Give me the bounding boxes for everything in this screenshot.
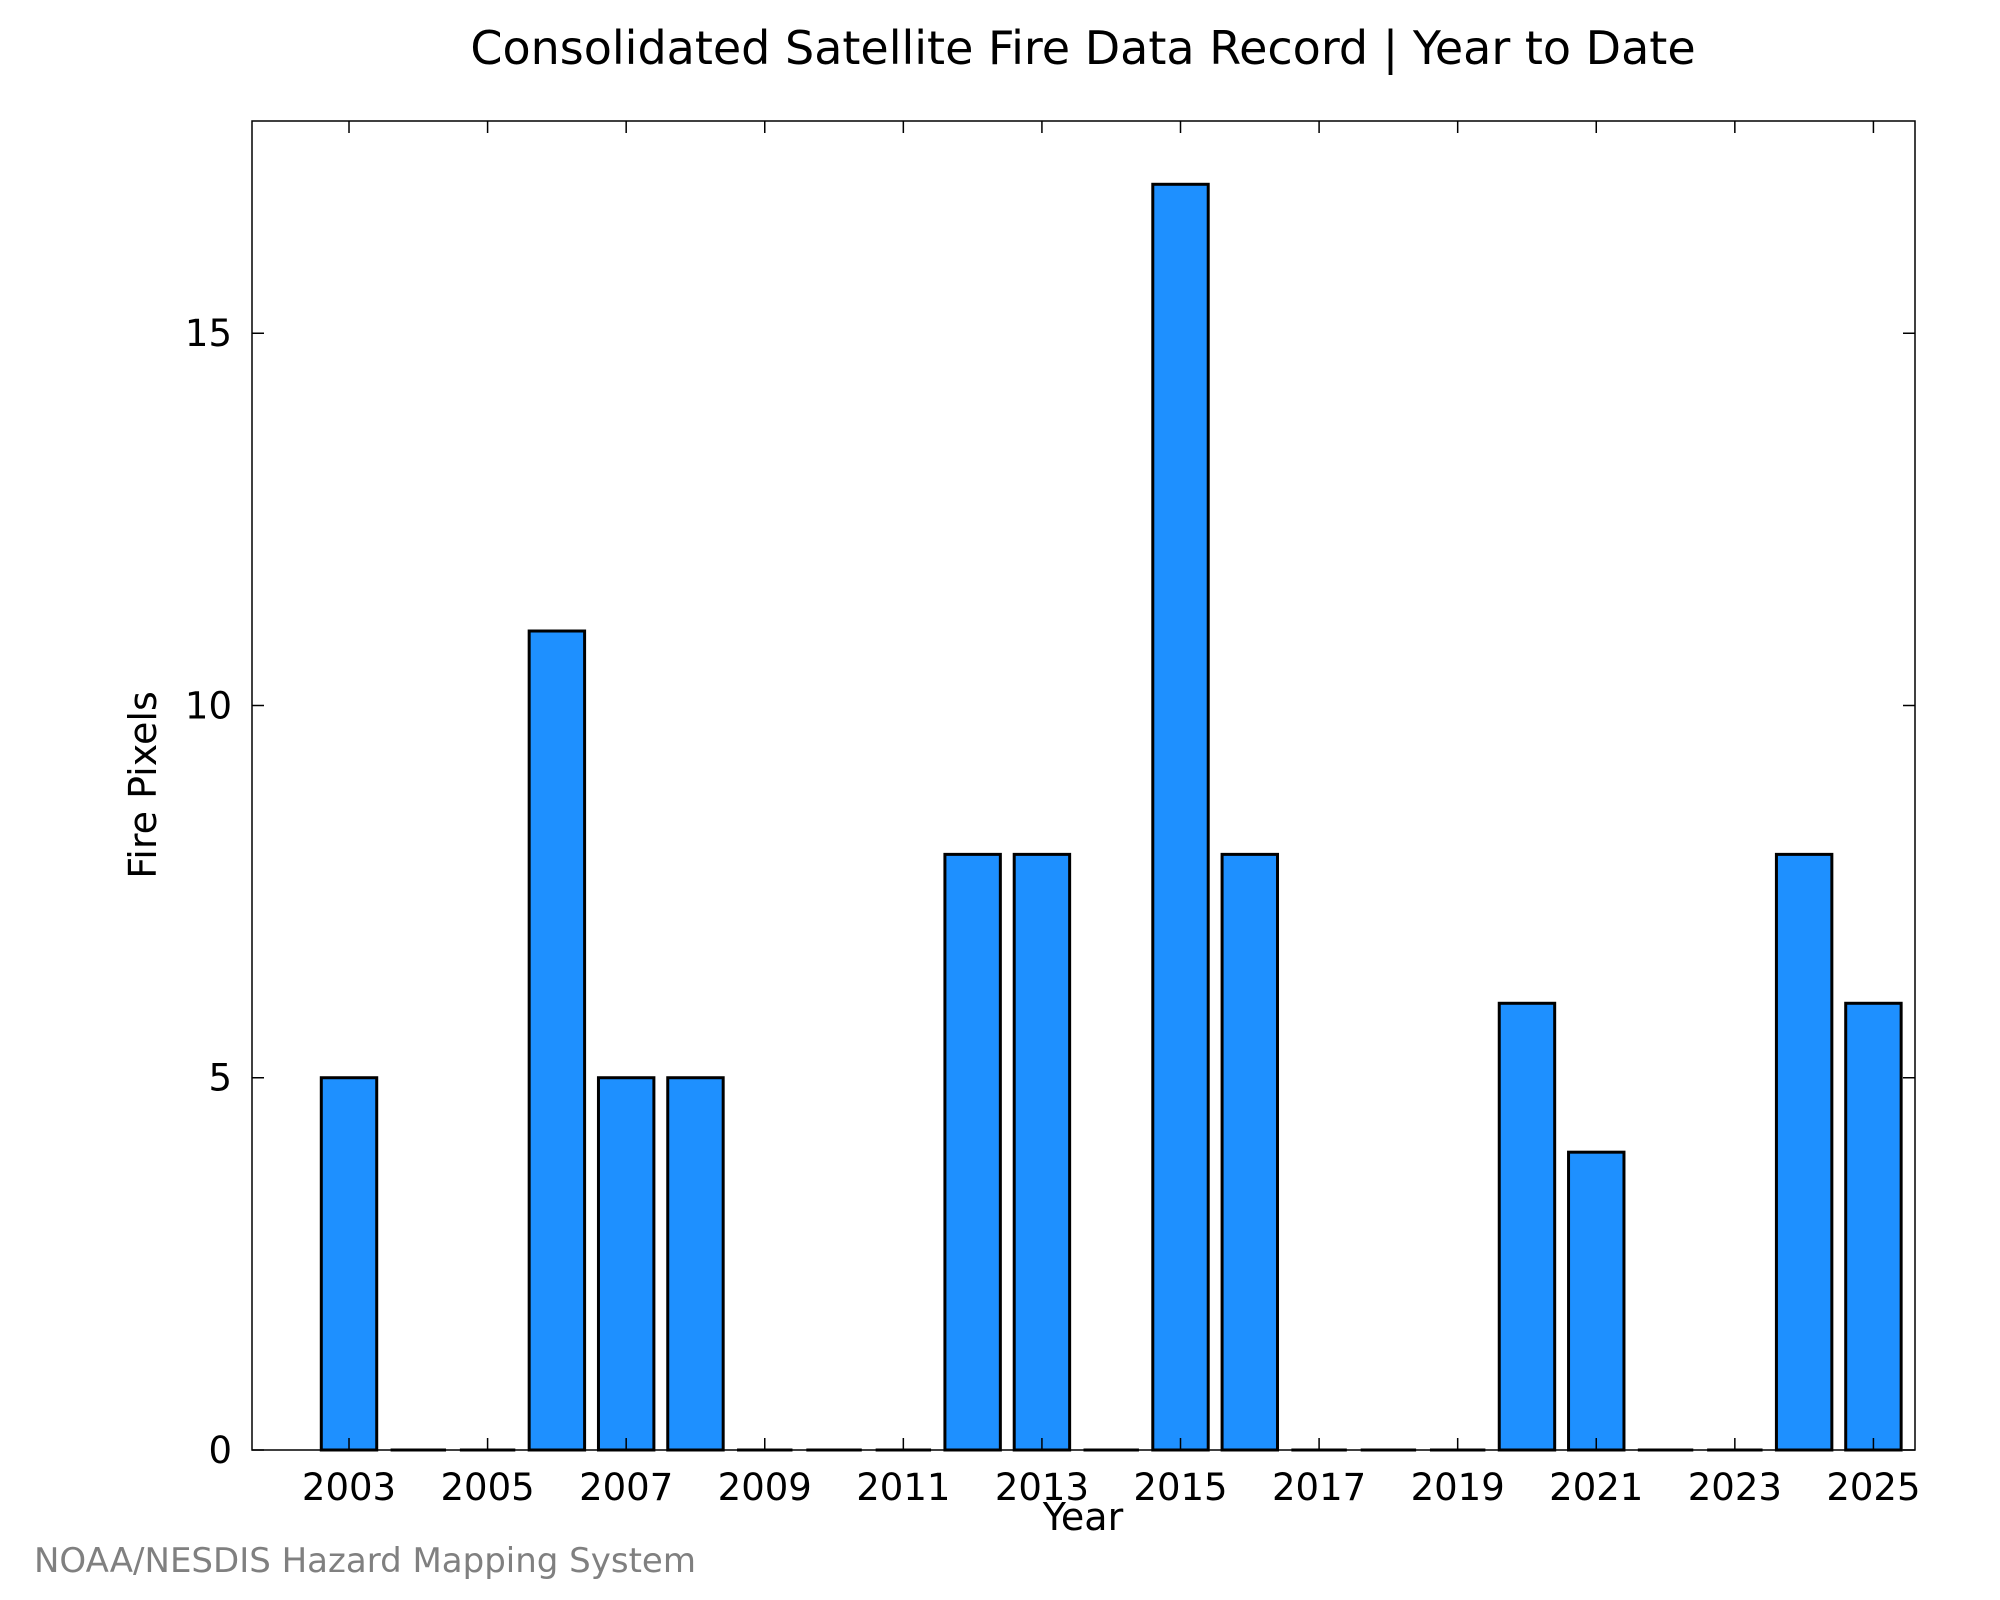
bar-2020: [1497, 1001, 1557, 1452]
bar-2021: [1567, 1150, 1626, 1452]
x-tick-label-2025: 2025: [1826, 1466, 1920, 1509]
plot-frame: [251, 120, 1916, 1451]
y-tick-label-15: 15: [185, 312, 232, 355]
bar-2013: [1012, 852, 1072, 1452]
x-tick-label-2021: 2021: [1549, 1466, 1643, 1509]
bars-group: [319, 182, 1903, 1452]
x-tick-label-2005: 2005: [441, 1466, 535, 1509]
bar-2008: [666, 1076, 725, 1452]
credit-label: NOAA/NESDIS Hazard Mapping System: [34, 1541, 696, 1581]
bar-2025: [1844, 1001, 1903, 1452]
x-tick-label-2013: 2013: [995, 1466, 1089, 1509]
y-axis-label: Fire Pixels: [121, 691, 165, 879]
x-tick-label-2009: 2009: [718, 1466, 812, 1509]
bar-2012: [943, 852, 1002, 1452]
x-ticks-group: 2003 2005 2007 2009 2011 2013 2015 2017 2019 2021…: [302, 121, 1921, 1509]
bar-2016: [1220, 852, 1280, 1452]
bar-2024: [1774, 852, 1834, 1452]
bar-2015: [1151, 182, 1210, 1452]
x-tick-label-2007: 2007: [579, 1466, 673, 1509]
x-axis-label: Year: [1042, 1495, 1124, 1539]
x-tick-label-2015: 2015: [1133, 1466, 1227, 1509]
x-tick-label-2019: 2019: [1411, 1466, 1505, 1509]
bar-2006: [527, 629, 587, 1452]
y-tick-label-0: 0: [208, 1429, 232, 1472]
chart-title: Consolidated Satellite Fire Data Record …: [470, 21, 1695, 76]
x-tick-label-2023: 2023: [1688, 1466, 1782, 1509]
x-tick-label-2003: 2003: [302, 1466, 396, 1509]
x-tick-label-2011: 2011: [856, 1466, 950, 1509]
bar-2003: [319, 1076, 379, 1452]
bar-2007: [596, 1076, 656, 1452]
y-tick-label-10: 10: [185, 684, 232, 727]
x-tick-label-2017: 2017: [1272, 1466, 1366, 1509]
y-tick-label-5: 5: [208, 1057, 232, 1100]
